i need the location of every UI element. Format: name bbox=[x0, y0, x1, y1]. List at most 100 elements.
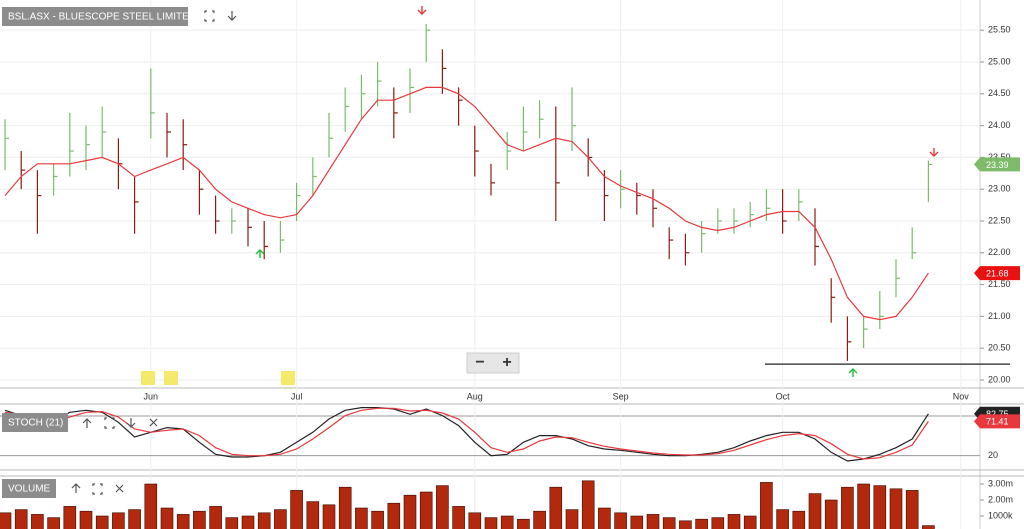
volume-bar bbox=[889, 488, 903, 529]
x-tick-label: Jun bbox=[144, 391, 159, 401]
volume-bar bbox=[338, 486, 352, 529]
volume-bar bbox=[857, 483, 870, 529]
volume-bar bbox=[662, 517, 676, 529]
y-tick-label: 22.00 bbox=[988, 247, 1011, 257]
volume-bar bbox=[646, 514, 660, 529]
volume-icons[interactable] bbox=[71, 483, 124, 495]
volume-bar bbox=[241, 515, 255, 529]
volume-bar bbox=[776, 509, 789, 529]
volume-bar bbox=[274, 509, 287, 529]
y-tick-label: 22.50 bbox=[988, 215, 1011, 225]
x-tick-label: Aug bbox=[467, 391, 483, 401]
y-tick-label: 24.50 bbox=[988, 88, 1011, 98]
stoch-icons[interactable] bbox=[82, 417, 158, 429]
x-tick-label: Nov bbox=[953, 391, 970, 401]
volume-bar bbox=[355, 507, 368, 529]
volume-bar bbox=[711, 517, 725, 529]
volume-bar bbox=[824, 499, 838, 529]
value-flag bbox=[974, 414, 1020, 429]
value-flag-label: 21.68 bbox=[986, 269, 1009, 279]
volume-bar bbox=[841, 486, 854, 529]
volume-bar bbox=[727, 514, 741, 529]
zoom-controls[interactable]: − + bbox=[466, 352, 520, 374]
volume-bar bbox=[436, 485, 449, 529]
y-tick-label: 25.50 bbox=[988, 25, 1011, 35]
x-tick-label: Sep bbox=[613, 391, 629, 401]
y-tick-label: 20.00 bbox=[988, 374, 1011, 384]
volume-bar bbox=[144, 483, 158, 529]
y-tick-label: 21.00 bbox=[988, 311, 1011, 321]
y-tick-label: 23.50 bbox=[988, 152, 1011, 162]
volume-bar bbox=[533, 510, 546, 529]
annotation-icons bbox=[141, 371, 295, 385]
volume-bar bbox=[581, 480, 595, 529]
volume-title-box bbox=[2, 479, 56, 498]
zoom-box bbox=[466, 352, 520, 374]
volume-bar bbox=[160, 507, 174, 529]
volume-bar bbox=[403, 494, 417, 529]
volume-title: VOLUME bbox=[8, 484, 51, 495]
volume-bar bbox=[792, 510, 806, 529]
volume-bar bbox=[565, 509, 579, 529]
volume-bar bbox=[31, 514, 44, 529]
volume-bar bbox=[679, 520, 692, 529]
volume-bar bbox=[695, 518, 708, 529]
volume-bar bbox=[419, 491, 433, 529]
volume-bar bbox=[549, 486, 563, 529]
volume-bar bbox=[95, 515, 109, 529]
volume-bar bbox=[112, 512, 125, 529]
volume-bar bbox=[306, 501, 320, 529]
volume-bar bbox=[598, 507, 611, 529]
volume-bar bbox=[79, 510, 93, 529]
stoch-title-box bbox=[2, 413, 68, 432]
signal-arrows bbox=[255, 6, 939, 377]
volume-bar bbox=[128, 509, 141, 529]
volume-bar bbox=[630, 515, 644, 529]
line bbox=[4, 86, 929, 321]
y-tick-label: 3.00m bbox=[988, 478, 1013, 488]
value-flag-label: 23.39 bbox=[986, 160, 1009, 170]
value-flag-label: 82.75 bbox=[986, 409, 1009, 419]
volume-bar bbox=[484, 517, 498, 529]
y-tick-label: 20.50 bbox=[988, 343, 1011, 353]
volume-bar bbox=[873, 485, 887, 529]
volume-bar bbox=[63, 506, 77, 529]
volume-bar bbox=[452, 506, 465, 529]
volume-bar bbox=[808, 493, 822, 529]
y-tick-label: 1000k bbox=[988, 510, 1013, 520]
note-icon[interactable] bbox=[281, 371, 295, 385]
title-icons bbox=[204, 10, 237, 22]
x-tick-label: Jul bbox=[291, 391, 303, 401]
line bbox=[4, 407, 929, 462]
y-tick-label: 24.00 bbox=[988, 120, 1011, 130]
volume-bar bbox=[517, 518, 530, 529]
volume-bar bbox=[322, 504, 336, 529]
zoom-out[interactable]: − bbox=[475, 354, 484, 371]
title-box bbox=[2, 7, 188, 26]
volume-bar bbox=[225, 517, 239, 529]
value-flag bbox=[974, 266, 1020, 281]
y-tick-label: 25.00 bbox=[988, 56, 1011, 66]
volume-bar bbox=[14, 509, 28, 529]
value-flag-label: 71.41 bbox=[986, 417, 1009, 427]
volume-bar bbox=[209, 506, 222, 529]
stoch-title: STOCH (21) bbox=[8, 418, 63, 429]
volume-bar bbox=[922, 525, 935, 529]
volume-bar bbox=[176, 514, 190, 529]
note-icon[interactable] bbox=[141, 371, 155, 385]
volume-bar bbox=[290, 490, 303, 529]
y-tick-label: 20 bbox=[988, 450, 998, 460]
volume-bar bbox=[257, 512, 271, 529]
volume-bar bbox=[500, 515, 514, 529]
volume-bar bbox=[371, 510, 384, 529]
volume-bar bbox=[905, 490, 919, 529]
zoom-in[interactable]: + bbox=[502, 354, 511, 371]
value-flag bbox=[974, 157, 1020, 172]
volume-bar bbox=[743, 515, 757, 529]
y-tick-label: 23.00 bbox=[988, 184, 1011, 194]
y-tick-label: 21.50 bbox=[988, 279, 1011, 289]
volume-bar bbox=[193, 510, 206, 529]
note-icon[interactable] bbox=[164, 371, 178, 385]
